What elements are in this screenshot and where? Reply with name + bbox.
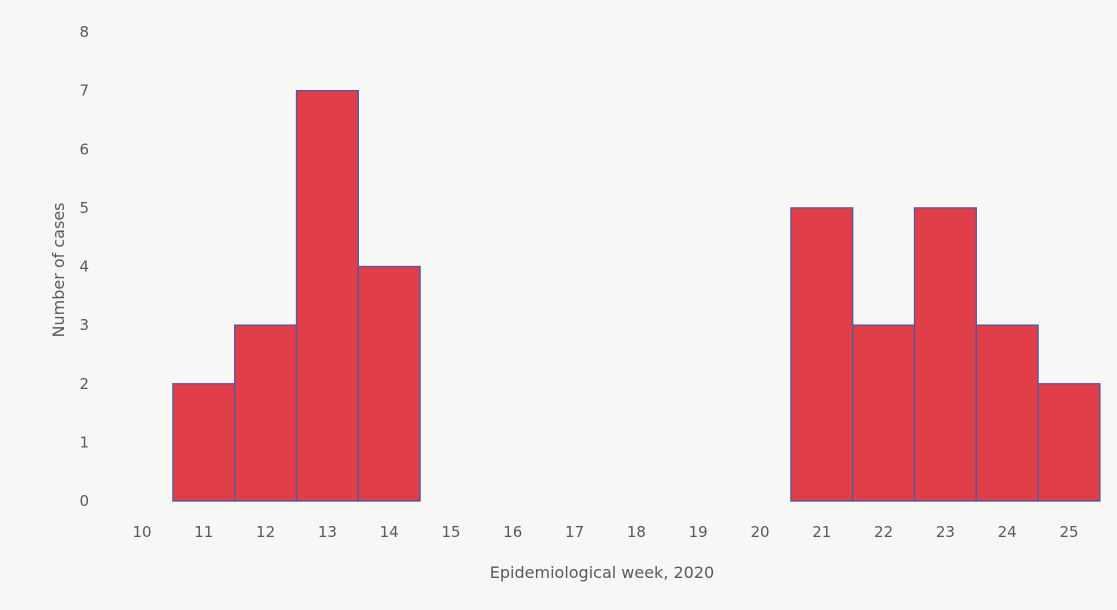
y-tick-label: 1 — [79, 433, 89, 451]
y-tick-label: 8 — [79, 23, 89, 41]
y-tick-label: 7 — [79, 82, 89, 100]
bars — [172, 89, 1101, 502]
y-tick-label: 5 — [79, 199, 89, 217]
x-tick-label: 19 — [689, 523, 708, 541]
x-tick-label: 17 — [565, 523, 584, 541]
bar-week-21 — [790, 207, 854, 502]
x-tick-label: 14 — [380, 523, 399, 541]
bar-week-22 — [852, 324, 916, 502]
x-tick-label: 24 — [998, 523, 1017, 541]
y-tick-label: 2 — [79, 375, 89, 393]
bar-week-25 — [1037, 383, 1101, 502]
x-tick-label: 10 — [132, 523, 151, 541]
bar-week-14 — [357, 265, 421, 502]
y-tick-label: 3 — [79, 316, 89, 334]
y-axis-title: Number of cases — [49, 203, 68, 338]
x-tick-label: 23 — [936, 523, 955, 541]
x-tick-label: 13 — [318, 523, 337, 541]
x-tick-label: 21 — [812, 523, 831, 541]
x-tick-label: 12 — [256, 523, 275, 541]
x-axis-ticks: 10 11 12 13 14 15 16 17 18 19 20 21 22 23 24 25 — [132, 523, 1078, 541]
bar-week-23 — [913, 207, 977, 502]
x-tick-label: 25 — [1059, 523, 1078, 541]
x-tick-label: 16 — [503, 523, 522, 541]
y-tick-label: 4 — [79, 258, 89, 276]
x-tick-label: 22 — [874, 523, 893, 541]
bar-week-11 — [172, 383, 236, 502]
y-tick-label: 6 — [79, 140, 89, 158]
x-tick-label: 18 — [627, 523, 646, 541]
x-tick-label: 11 — [194, 523, 213, 541]
bar-week-13 — [295, 89, 359, 502]
x-axis-title: Epidemiological week, 2020 — [490, 563, 714, 582]
bar-week-24 — [975, 324, 1039, 502]
y-axis-ticks: 0 1 2 3 4 5 6 7 8 — [79, 23, 89, 510]
x-tick-label: 20 — [750, 523, 769, 541]
y-tick-label: 0 — [79, 492, 89, 510]
x-tick-label: 15 — [441, 523, 460, 541]
bar-week-12 — [234, 324, 298, 502]
